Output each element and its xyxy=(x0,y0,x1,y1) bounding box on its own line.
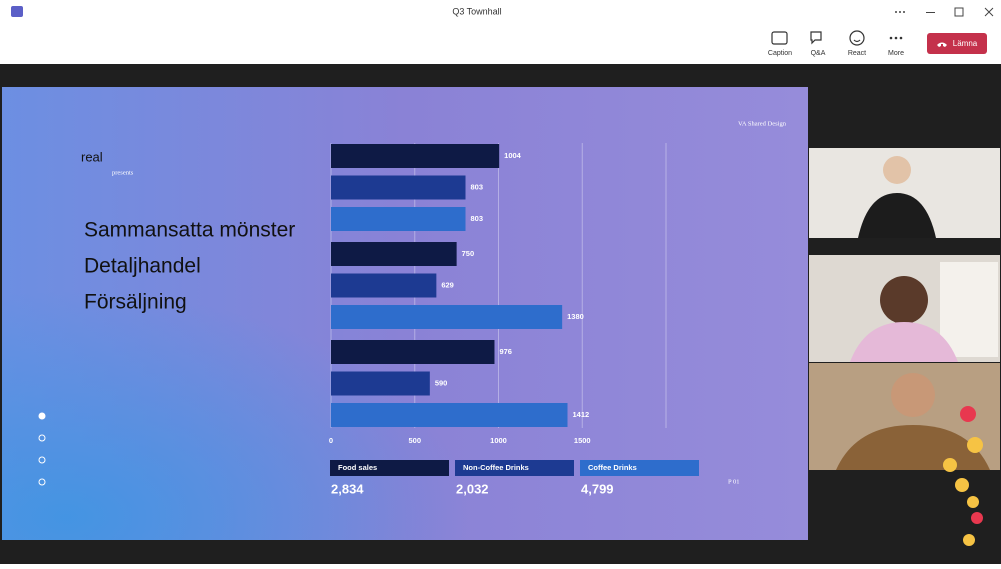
legend-label: Non-Coffee Drinks xyxy=(463,463,529,472)
bar xyxy=(331,340,495,364)
legend-swatch xyxy=(580,460,699,476)
slide-heading: Försäljning xyxy=(84,291,187,314)
bar xyxy=(331,273,437,298)
total-value: 2,032 xyxy=(456,481,489,496)
toolbar-label: React xyxy=(848,50,866,57)
total-value: 2,834 xyxy=(331,481,364,496)
x-tick-label: 1000 xyxy=(490,436,507,445)
bar xyxy=(331,175,466,200)
slide-heading: Sammansatta mönster xyxy=(84,219,295,242)
page-number: P 01 xyxy=(728,478,740,485)
more-dots xyxy=(889,36,903,40)
data-label: 629 xyxy=(441,280,454,289)
x-tick-label: 0 xyxy=(329,436,333,445)
slide-dots xyxy=(38,412,46,486)
toolbar-icons[interactable] xyxy=(771,30,865,46)
data-label: 1380 xyxy=(567,312,584,321)
window-title: Q3 Townhall xyxy=(452,6,501,16)
data-label: 803 xyxy=(471,182,484,191)
total-value: 4,799 xyxy=(581,481,614,496)
toolbar-label: Q&A xyxy=(811,50,826,57)
toolbar-label: More xyxy=(888,50,904,57)
legend-label: Coffee Drinks xyxy=(588,463,637,472)
title-toolbar-bg xyxy=(0,0,1001,64)
logo-sub: presents xyxy=(112,169,134,176)
legend-label: Food sales xyxy=(338,463,377,472)
bar xyxy=(331,371,430,396)
leave-button[interactable] xyxy=(927,33,987,54)
reactions xyxy=(943,406,983,546)
bar xyxy=(331,305,563,329)
phone-icon xyxy=(937,42,947,47)
data-label: 750 xyxy=(462,249,475,258)
bar xyxy=(331,242,457,266)
data-label: 1412 xyxy=(573,410,590,419)
bar xyxy=(331,207,466,231)
leave-label: Lämna xyxy=(953,39,978,48)
logo: real xyxy=(81,149,103,164)
data-label: 976 xyxy=(499,347,512,356)
x-tick-label: 1500 xyxy=(574,436,591,445)
brand: VA Shared Design xyxy=(738,120,787,127)
legend-swatch xyxy=(455,460,574,476)
toolbar-label: Caption xyxy=(768,50,792,57)
video-tiles xyxy=(809,148,1000,470)
slide-heading: Detaljhandel xyxy=(84,255,201,278)
data-label: 803 xyxy=(471,214,484,223)
x-tick-label: 500 xyxy=(408,436,421,445)
data-label: 1004 xyxy=(504,151,522,160)
app-icon xyxy=(11,6,23,17)
bar xyxy=(331,144,500,168)
legend-swatch xyxy=(330,460,449,476)
bar xyxy=(331,403,568,427)
data-label: 590 xyxy=(435,378,448,387)
window-controls[interactable] xyxy=(895,7,994,17)
